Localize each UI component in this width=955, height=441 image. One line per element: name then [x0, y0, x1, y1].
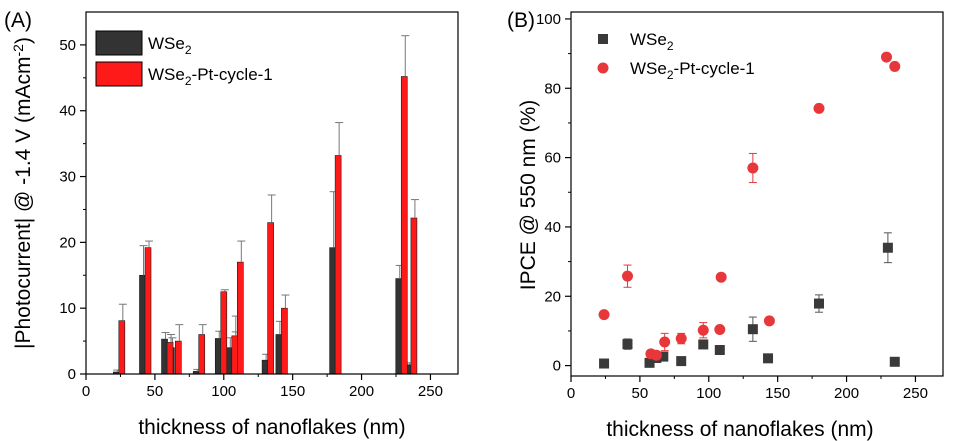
- panel-a-bar-chart: (A) 0 50 100 150 200 250 0 10 20 30 40 50 thickness…: [4, 9, 459, 439]
- y-tick-label: 60: [544, 150, 561, 167]
- bar: [329, 247, 336, 375]
- x-tick-label: 50: [632, 385, 649, 402]
- data-point-circle: [747, 162, 759, 174]
- bar: [166, 342, 174, 375]
- x-tick-label: 100: [211, 383, 236, 400]
- data-point-square: [763, 353, 774, 364]
- x-tick-label: 0: [567, 385, 575, 402]
- panel-b-ticks: 0 50 100 150 200 250 0 20 40 60 80 100: [536, 11, 928, 402]
- data-point-circle: [675, 333, 687, 345]
- panel-a-bars: [113, 35, 419, 375]
- panel-a-legend: WSe2 WSe2-Pt-cycle-1: [95, 30, 273, 88]
- bar: [214, 338, 222, 375]
- panel-b-label: (B): [507, 9, 535, 32]
- x-tick-label: 150: [765, 385, 790, 402]
- bar: [275, 334, 283, 375]
- data-point-square: [882, 242, 893, 253]
- panel-b-scatter-chart: (B) 0 50 100 150 200 250 0 20 40 60 80 100 thicknes…: [507, 9, 944, 441]
- data-point-circle: [715, 271, 727, 283]
- panel-a-label: (A): [4, 9, 32, 32]
- legend-marker-square: [598, 34, 608, 44]
- panel-b-legend: WSe2 WSe2-Pt-cycle-1: [597, 30, 755, 82]
- x-tick-label: 250: [903, 385, 928, 402]
- data-point-square: [698, 339, 709, 350]
- legend-marker-circle: [597, 62, 609, 74]
- x-tick-label: 100: [696, 385, 721, 402]
- y-tick-label: 0: [68, 366, 76, 383]
- panel-a-y-axis-title: |Photocurrent| @ -1.4 V (mAcm-2): [10, 37, 35, 349]
- bar: [410, 217, 418, 375]
- bar: [118, 320, 126, 375]
- bar: [261, 359, 269, 375]
- bar: [220, 291, 228, 375]
- legend-label-wse2: WSe2: [148, 34, 192, 57]
- data-point-circle: [813, 102, 825, 114]
- data-point-square: [599, 358, 610, 369]
- data-point-circle: [881, 51, 893, 63]
- data-point-square: [658, 351, 669, 362]
- data-point-square: [622, 339, 633, 350]
- x-tick-label: 200: [349, 383, 374, 400]
- data-point-square: [747, 324, 758, 335]
- data-point-circle: [763, 315, 775, 327]
- panel-a-plot-frame: [85, 11, 459, 375]
- data-point-circle: [650, 349, 662, 361]
- x-tick-label: 150: [280, 383, 305, 400]
- x-tick-label: 250: [418, 383, 443, 400]
- y-tick-label: 30: [59, 169, 76, 186]
- bar: [237, 261, 244, 375]
- data-point-square: [889, 356, 900, 367]
- y-tick-label: 20: [544, 288, 561, 305]
- panel-b-x-axis-title: thickness of nanoflakes (nm): [606, 418, 873, 441]
- legend-label-wse2-pt: WSe2-Pt-cycle-1: [148, 65, 273, 88]
- y-tick-label: 100: [536, 11, 561, 28]
- y-tick-label: 40: [544, 219, 561, 236]
- x-tick-label: 0: [82, 383, 90, 400]
- y-tick-label: 0: [553, 358, 561, 375]
- bar: [175, 340, 182, 375]
- bar: [144, 247, 152, 375]
- bar: [395, 278, 403, 375]
- bar: [161, 338, 168, 375]
- data-point-square: [676, 356, 687, 367]
- bar: [231, 335, 239, 375]
- data-point-circle: [659, 336, 671, 348]
- data-point-circle: [889, 60, 901, 72]
- data-point-circle: [598, 309, 610, 321]
- data-point-square: [814, 298, 824, 309]
- legend-swatch-wse2-pt: [95, 61, 143, 87]
- panel-a-ticks: 0 50 100 150 200 250 0 10 20 30 40 50: [59, 37, 443, 400]
- x-tick-label: 50: [147, 383, 164, 400]
- data-point-square: [714, 345, 725, 355]
- panel-b-points: [598, 51, 901, 369]
- y-tick-label: 10: [59, 300, 76, 317]
- y-tick-label: 80: [544, 80, 561, 97]
- data-point-circle: [697, 324, 709, 336]
- panel-b-y-axis-title: IPCE @ 550 nm (%): [517, 100, 540, 291]
- bar: [225, 347, 233, 375]
- bar: [139, 274, 146, 375]
- legend-swatch-wse2: [95, 30, 143, 56]
- panel-a-x-axis-title: thickness of nanoflakes (nm): [138, 416, 405, 439]
- legend-label-wse2-pt: WSe2-Pt-cycle-1: [630, 59, 755, 82]
- y-tick-label: 50: [59, 37, 76, 54]
- legend-label-wse2: WSe2: [630, 30, 674, 53]
- bar: [267, 222, 274, 375]
- data-point-circle: [714, 324, 726, 336]
- bar: [281, 307, 288, 375]
- bar: [400, 76, 408, 375]
- data-point-square: [644, 357, 655, 368]
- bar: [198, 334, 206, 375]
- panel-b-plot-frame: [570, 11, 944, 377]
- data-point-circle: [621, 270, 633, 282]
- x-tick-label: 200: [834, 385, 859, 402]
- y-tick-label: 20: [59, 234, 76, 251]
- y-tick-label: 40: [59, 103, 76, 120]
- bar: [334, 155, 342, 375]
